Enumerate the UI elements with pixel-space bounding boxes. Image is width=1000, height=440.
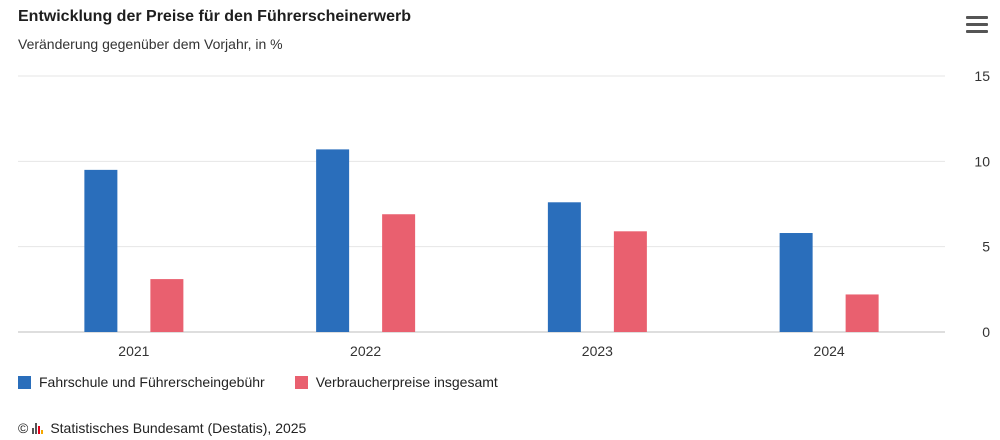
source-credit: © Statistisches Bundesamt (Destatis), 20… — [18, 420, 306, 436]
y-tick-label: 15 — [974, 68, 990, 84]
source-text: Statistisches Bundesamt (Destatis), 2025 — [50, 420, 307, 436]
y-axis-ticks: 0 5 10 15 — [974, 68, 990, 340]
bar-chart: 0 5 10 15 2021 2022 2023 2024 — [18, 68, 990, 359]
y-tick-label: 10 — [974, 153, 990, 169]
y-tick-label: 0 — [982, 324, 990, 340]
bar-2023-series-2[interactable] — [613, 231, 647, 332]
legend-label: Fahrschule und Führerscheingebühr — [39, 374, 265, 390]
x-tick-label: 2022 — [350, 343, 381, 359]
hamburger-menu-icon[interactable] — [966, 16, 988, 34]
x-tick-label: 2021 — [118, 343, 149, 359]
x-tick-label: 2024 — [814, 343, 845, 359]
y-tick-label: 5 — [982, 239, 990, 255]
bar-2022-series-1[interactable] — [316, 149, 350, 332]
bar-2022-series-2[interactable] — [382, 214, 416, 332]
legend-label: Verbraucherpreise insgesamt — [315, 374, 498, 390]
chart-subtitle: Veränderung gegenüber dem Vorjahr, in % — [18, 36, 283, 52]
bar-2021-series-2[interactable] — [150, 279, 184, 332]
legend-item-series-1[interactable]: Fahrschule und Führerscheingebühr — [18, 374, 265, 390]
bars — [84, 149, 879, 332]
bar-2021-series-1[interactable] — [84, 169, 118, 332]
legend-swatch — [294, 375, 308, 389]
chart-title: Entwicklung der Preise für den Führersch… — [18, 8, 411, 25]
legend: Fahrschule und Führerscheingebühr Verbra… — [18, 374, 498, 390]
destatis-logo-icon — [32, 422, 44, 434]
legend-item-series-2[interactable]: Verbraucherpreise insgesamt — [294, 374, 498, 390]
bar-2024-series-1[interactable] — [779, 233, 813, 332]
bar-2024-series-2[interactable] — [845, 294, 879, 332]
legend-swatch — [18, 375, 31, 389]
bar-2023-series-1[interactable] — [547, 202, 581, 332]
x-tick-label: 2023 — [582, 343, 613, 359]
x-axis-ticks: 2021 2022 2023 2024 — [118, 343, 845, 359]
copyright-symbol: © — [18, 420, 29, 436]
